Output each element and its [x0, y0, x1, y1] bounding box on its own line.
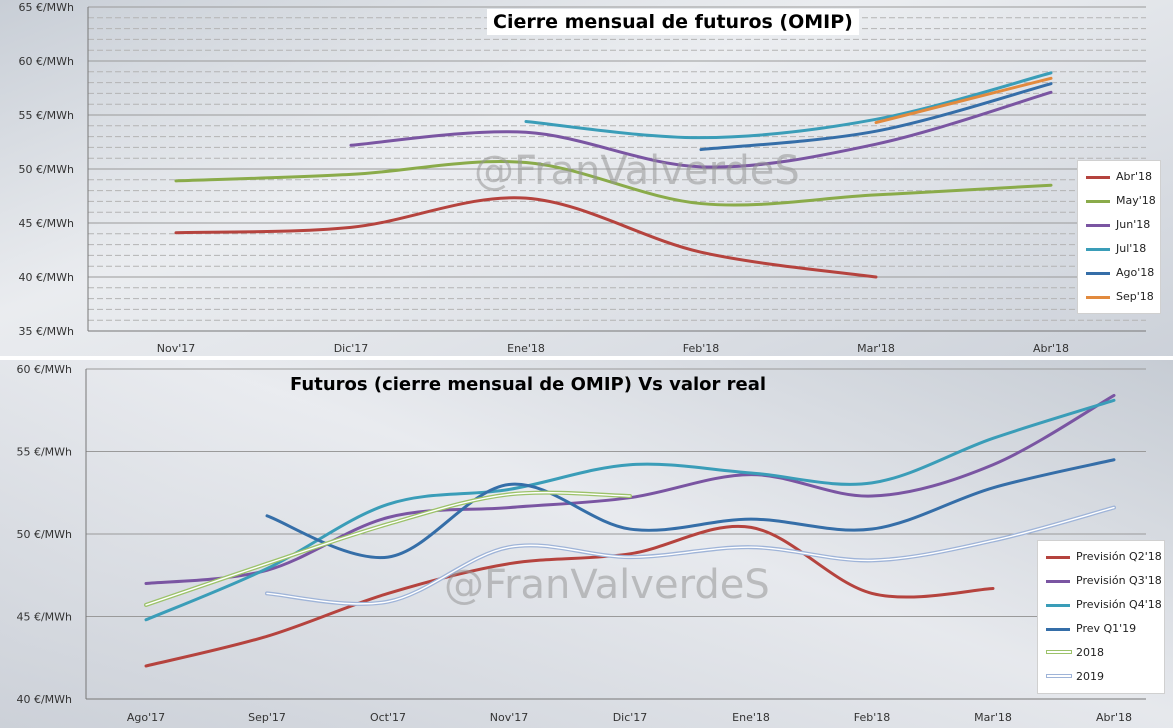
x-tick-label: Mar'18 [974, 711, 1012, 724]
top-chart-svg: 35 €/MWh 40 €/MWh 45 €/MWh 50 €/MWh 55 €/MWh… [18, 1, 1146, 355]
x-tick-label: Ene'18 [732, 711, 770, 724]
legend-label: May'18 [1116, 194, 1156, 207]
legend-item: May'18 [1078, 189, 1160, 213]
x-tick-label: Dic'17 [613, 711, 648, 724]
y-tick-label: 50 €/MWh [18, 163, 74, 176]
legend-item: Previsión Q4'18 [1038, 593, 1164, 617]
series-line-inner [266, 506, 1115, 605]
legend-label: Previsión Q3'18 [1076, 574, 1162, 587]
legend-item: Ago'18 [1078, 261, 1160, 285]
y-tick-label: 60 €/MWh [16, 363, 72, 376]
legend-label: Abr'18 [1116, 170, 1153, 183]
legend-swatch [1046, 674, 1072, 678]
legend-label: Previsión Q4'18 [1076, 598, 1162, 611]
legend-swatch [1046, 580, 1070, 583]
legend-label: Prev Q1'19 [1076, 622, 1137, 635]
series-line [174, 159, 1053, 207]
y-tick-label: 50 €/MWh [16, 528, 72, 541]
legend-label: Previsión Q2'18 [1076, 550, 1162, 563]
bottom-chart-title: Futuros (cierre mensual de OMIP) Vs valo… [290, 374, 767, 395]
x-tick-label: Mar'18 [857, 342, 895, 355]
series-line [265, 458, 1116, 560]
legend-label: 2019 [1076, 670, 1104, 683]
grid [86, 368, 1146, 700]
x-tick-label: Feb'18 [683, 342, 720, 355]
grid [88, 6, 1146, 332]
legend-item: 2018 [1038, 641, 1164, 665]
top-chart-legend: Abr'18 May'18 Jun'18 Jul'18 Ago'18 Sep'18 [1077, 160, 1161, 314]
x-tick-label: Ago'17 [127, 711, 165, 724]
legend-swatch [1046, 628, 1070, 631]
series-line [144, 524, 995, 668]
legend-swatch [1046, 556, 1070, 559]
y-tick-label: 55 €/MWh [16, 446, 72, 459]
x-tick-label: Dic'17 [334, 342, 369, 355]
watermark-top: @FranValverdeS [474, 148, 800, 194]
x-tick-label: Feb'18 [854, 711, 891, 724]
series-line [349, 90, 1053, 169]
series-line [174, 196, 878, 279]
y-tick-label: 60 €/MWh [18, 55, 74, 68]
y-tick-label: 45 €/MWh [16, 611, 72, 624]
y-tick-label: 35 €/MWh [18, 325, 74, 338]
legend-item: Prev Q1'19 [1038, 617, 1164, 641]
legend-item: Previsión Q2'18 [1038, 545, 1164, 569]
y-tick-label: 40 €/MWh [18, 271, 74, 284]
bottom-chart-legend: Previsión Q2'18 Previsión Q3'18 Previsión … [1037, 540, 1165, 694]
legend-swatch [1086, 200, 1110, 203]
bottom-chart-svg: 40 €/MWh 45 €/MWh 50 €/MWh 55 €/MWh 60 €/MWh… [16, 363, 1146, 724]
x-tick-label: Abr'18 [1033, 342, 1069, 355]
x-tick-label: Sep'17 [248, 711, 286, 724]
x-tick-label: Ene'18 [507, 342, 545, 355]
legend-item: 2019 [1038, 665, 1164, 689]
x-tick-label: Oct'17 [370, 711, 406, 724]
chart-separator [0, 356, 1173, 360]
series-line [144, 398, 1116, 622]
legend-label: Jul'18 [1116, 242, 1147, 255]
legend-swatch [1046, 650, 1072, 654]
top-chart-panel [0, 0, 1173, 356]
series-line [699, 82, 1053, 152]
y-tick-label: 40 €/MWh [16, 693, 72, 706]
series-line [524, 71, 1053, 140]
y-tick-label: 45 €/MWh [18, 217, 74, 230]
y-tick-label: 55 €/MWh [18, 109, 74, 122]
watermark-bottom: @FranValverdeS [444, 562, 770, 608]
top-chart-title: Cierre mensual de futuros (OMIP) [487, 9, 859, 35]
legend-swatch [1046, 604, 1070, 607]
legend-label: 2018 [1076, 646, 1104, 659]
legend-swatch [1086, 224, 1110, 227]
x-tick-label: Nov'17 [490, 711, 529, 724]
legend-swatch [1086, 296, 1110, 299]
legend-swatch [1086, 272, 1110, 275]
legend-item: Jun'18 [1078, 213, 1160, 237]
legend-item: Previsión Q3'18 [1038, 569, 1164, 593]
legend-swatch [1086, 248, 1110, 251]
series-line [874, 76, 1053, 125]
legend-label: Ago'18 [1116, 266, 1155, 279]
legend-swatch [1086, 176, 1110, 179]
x-tick-label: Nov'17 [157, 342, 196, 355]
x-tick-label: Abr'18 [1096, 711, 1132, 724]
series-line-inner [145, 491, 631, 606]
legend-label: Jun'18 [1116, 218, 1151, 231]
legend-item: Abr'18 [1078, 165, 1160, 189]
y-tick-label: 65 €/MWh [18, 1, 74, 14]
legend-item: Sep'18 [1078, 285, 1160, 309]
legend-label: Sep'18 [1116, 290, 1154, 303]
legend-item: Jul'18 [1078, 237, 1160, 261]
